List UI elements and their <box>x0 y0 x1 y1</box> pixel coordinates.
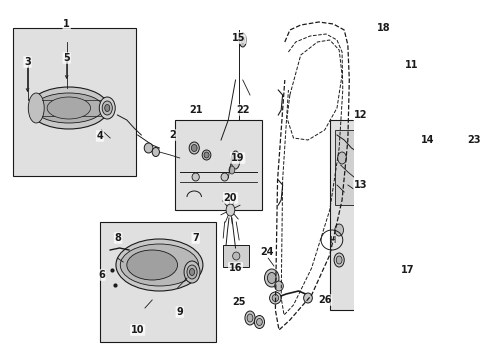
Text: 14: 14 <box>420 135 433 145</box>
Ellipse shape <box>334 224 343 236</box>
Ellipse shape <box>120 244 198 286</box>
Ellipse shape <box>186 265 197 279</box>
Ellipse shape <box>34 93 103 123</box>
Text: 13: 13 <box>353 180 367 190</box>
Ellipse shape <box>337 152 346 164</box>
Bar <box>223 245 248 267</box>
Ellipse shape <box>189 269 194 275</box>
Ellipse shape <box>183 261 200 283</box>
Text: H: H <box>328 235 334 244</box>
Ellipse shape <box>202 150 210 160</box>
Ellipse shape <box>152 148 159 157</box>
Ellipse shape <box>192 173 199 181</box>
Ellipse shape <box>378 231 389 249</box>
Ellipse shape <box>203 152 209 158</box>
Text: 17: 17 <box>401 265 414 275</box>
Text: 9: 9 <box>176 307 183 317</box>
Text: 24: 24 <box>260 247 273 257</box>
Text: 10: 10 <box>131 325 144 335</box>
Text: 11: 11 <box>404 60 418 70</box>
Ellipse shape <box>221 173 228 181</box>
Ellipse shape <box>241 36 244 44</box>
Text: 8: 8 <box>115 233 122 243</box>
Ellipse shape <box>28 93 44 123</box>
Ellipse shape <box>231 151 240 169</box>
Ellipse shape <box>382 45 385 54</box>
Ellipse shape <box>380 42 387 58</box>
Text: 18: 18 <box>377 23 390 33</box>
Text: 16: 16 <box>228 263 242 273</box>
Ellipse shape <box>264 269 279 287</box>
Text: 12: 12 <box>353 110 367 120</box>
Ellipse shape <box>116 239 203 291</box>
Text: 6: 6 <box>98 270 104 280</box>
Ellipse shape <box>418 179 424 192</box>
Ellipse shape <box>274 281 283 291</box>
Text: 3: 3 <box>24 57 31 67</box>
Text: 20: 20 <box>223 193 237 203</box>
Ellipse shape <box>416 174 426 196</box>
Bar <box>100 222 216 342</box>
Ellipse shape <box>232 252 240 260</box>
Text: 1: 1 <box>63 19 70 29</box>
Bar <box>329 120 448 310</box>
Text: 21: 21 <box>189 105 203 115</box>
Ellipse shape <box>269 292 281 304</box>
Text: 26: 26 <box>317 295 331 305</box>
Text: 19: 19 <box>230 153 244 163</box>
Ellipse shape <box>47 97 90 119</box>
Text: 2: 2 <box>169 130 176 140</box>
Ellipse shape <box>144 143 153 153</box>
Ellipse shape <box>360 193 407 267</box>
Ellipse shape <box>246 314 252 322</box>
Ellipse shape <box>271 294 278 302</box>
Ellipse shape <box>303 293 312 303</box>
Ellipse shape <box>464 161 474 179</box>
Bar <box>13 28 136 176</box>
Ellipse shape <box>189 142 199 154</box>
Text: 4: 4 <box>97 131 103 141</box>
Ellipse shape <box>336 256 341 264</box>
Ellipse shape <box>254 315 264 328</box>
Ellipse shape <box>225 204 234 216</box>
Ellipse shape <box>256 319 262 325</box>
Ellipse shape <box>372 222 394 257</box>
Text: 15: 15 <box>232 33 245 43</box>
Bar <box>334 130 366 205</box>
Ellipse shape <box>365 211 402 269</box>
Text: 22: 22 <box>236 105 249 115</box>
Ellipse shape <box>333 253 344 267</box>
Ellipse shape <box>239 33 246 47</box>
Ellipse shape <box>29 87 108 129</box>
Text: 25: 25 <box>232 297 245 307</box>
Text: 5: 5 <box>63 53 70 63</box>
Ellipse shape <box>99 97 115 119</box>
Ellipse shape <box>228 166 234 174</box>
Ellipse shape <box>104 104 110 112</box>
Bar <box>175 120 262 210</box>
Ellipse shape <box>126 250 177 280</box>
Text: 23: 23 <box>466 135 480 145</box>
Ellipse shape <box>267 273 276 284</box>
Text: 7: 7 <box>192 233 199 243</box>
Ellipse shape <box>388 130 393 140</box>
Ellipse shape <box>102 101 112 115</box>
Ellipse shape <box>466 165 471 176</box>
Ellipse shape <box>191 144 197 152</box>
Ellipse shape <box>386 126 395 144</box>
Ellipse shape <box>244 311 255 325</box>
